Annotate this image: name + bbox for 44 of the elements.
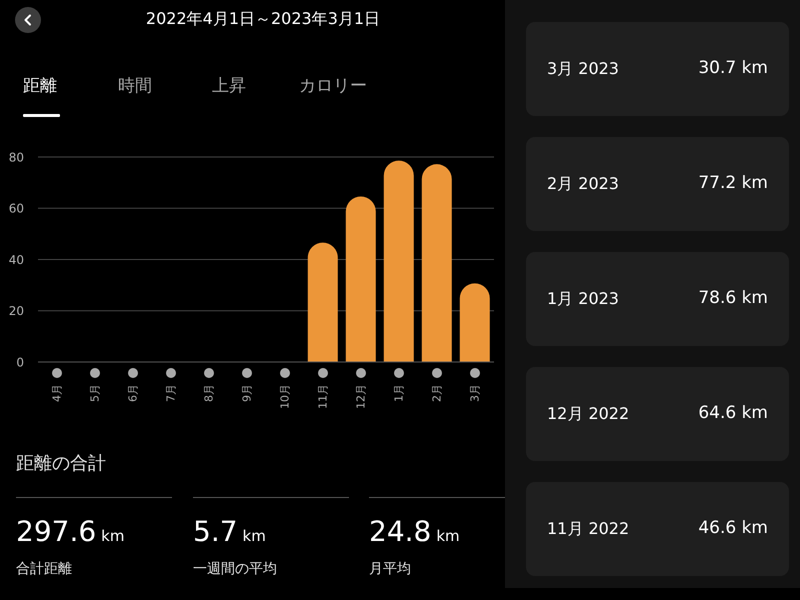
x-tick-label: 12月 <box>354 384 368 409</box>
text: 12月 2022 <box>547 404 630 425</box>
y-tick-label: 80 <box>8 150 24 164</box>
text: 距離の合計 <box>16 452 106 475</box>
text: 1月 2023 <box>547 289 619 310</box>
x-tick-label: 4月 <box>50 384 64 402</box>
text: 距離 <box>23 75 57 97</box>
text: 11月 2022 <box>547 519 630 540</box>
text: 一週間の平均 <box>193 560 277 578</box>
bar <box>460 283 490 362</box>
x-tick-label: 5月 <box>88 384 102 402</box>
x-tick-label: 11月 <box>316 384 330 409</box>
y-tick-label: 40 <box>8 252 24 267</box>
x-tick-label: 7月 <box>164 384 178 402</box>
x-tick-label: 8月 <box>202 384 216 402</box>
bar <box>422 164 452 362</box>
x-tick-label: 1月 <box>392 384 406 402</box>
x-tick-label: 9月 <box>240 384 254 402</box>
x-tick-label: 3月 <box>468 384 482 402</box>
text: 77.2 km <box>698 173 768 193</box>
text: 合計距離 <box>16 560 72 578</box>
text: 78.6 km <box>698 288 768 308</box>
text: 46.6 km <box>698 518 768 538</box>
x-tick-label: 6月 <box>126 384 140 402</box>
y-tick-label: 60 <box>8 202 24 216</box>
y-tick-label: 0 <box>16 355 24 370</box>
text: 時間 <box>118 75 152 97</box>
bar <box>346 196 376 362</box>
text: 上昇 <box>212 75 246 97</box>
text: 297.6 km <box>16 515 124 548</box>
text: 5.7 km <box>193 515 266 548</box>
bar <box>308 242 338 362</box>
bar <box>384 160 414 362</box>
text: 24.8 km <box>369 515 460 548</box>
text: 2月 2023 <box>547 174 619 195</box>
x-tick-label: 2月 <box>430 384 444 402</box>
text: 30.7 km <box>698 58 768 78</box>
x-tick-label: 10月 <box>278 384 292 409</box>
text: 月平均 <box>369 560 411 578</box>
chart-title: 2022年4月1日～2023年3月1日 <box>144 9 382 30</box>
text: 64.6 km <box>698 403 768 423</box>
y-tick-label: 20 <box>8 304 24 318</box>
text: カロリー <box>299 75 367 97</box>
text: 3月 2023 <box>547 59 619 80</box>
